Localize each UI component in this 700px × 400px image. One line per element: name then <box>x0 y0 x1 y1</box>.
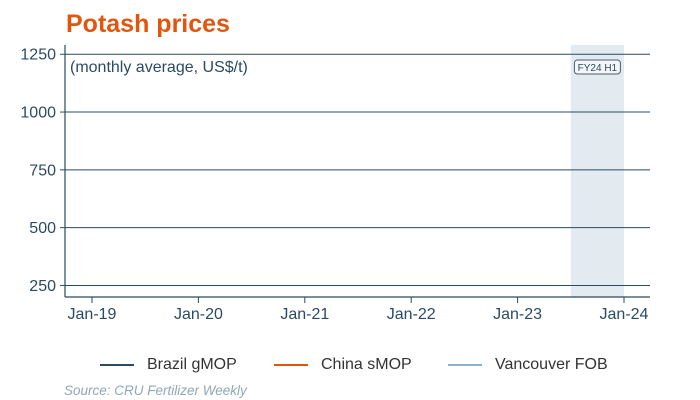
y-tick-label: 1250 <box>20 47 56 64</box>
legend-item-brazil-gmop: Brazil gMOP <box>100 356 237 374</box>
legend-item-vancouver-fob: Vancouver FOB <box>448 356 608 374</box>
fy24-h1-highlight-band <box>570 45 624 297</box>
legend-label-vancouver-fob: Vancouver FOB <box>495 356 608 373</box>
x-tick-label: Jan-23 <box>493 306 542 323</box>
x-tick-label: Jan-21 <box>280 306 329 323</box>
legend-item-china-smop: China sMOP <box>274 356 412 374</box>
legend-swatch-china-smop <box>274 364 308 366</box>
legend-swatch-brazil-gmop <box>100 364 134 366</box>
chart-legend: Brazil gMOP China sMOP Vancouver FOB <box>0 356 700 380</box>
legend-label-brazil-gmop: Brazil gMOP <box>147 356 237 373</box>
fy24-h1-label: FY24 H1 <box>578 63 618 74</box>
legend-label-china-smop: China sMOP <box>321 356 412 373</box>
y-tick-label: 1000 <box>20 105 56 122</box>
x-tick-label: Jan-20 <box>174 306 223 323</box>
x-tick-label: Jan-19 <box>68 306 117 323</box>
x-tick-label: Jan-24 <box>600 306 649 323</box>
chart-title: Potash prices <box>66 10 230 38</box>
fy24-h1-label-box <box>573 59 621 75</box>
chart-subtitle: (monthly average, US$/t) <box>70 59 248 76</box>
y-tick-label: 500 <box>29 220 56 237</box>
potash-price-chart: 250 500 750 1000 1250 Jan-19 Jan-20 Jan-21 Jan-2… <box>20 45 650 323</box>
legend-swatch-vancouver-fob <box>448 364 482 366</box>
x-tick-label: Jan-22 <box>387 306 436 323</box>
source-note: Source: CRU Fertilizer Weekly <box>64 383 247 398</box>
y-tick-label: 750 <box>29 162 56 179</box>
y-tick-label: 250 <box>29 278 56 295</box>
